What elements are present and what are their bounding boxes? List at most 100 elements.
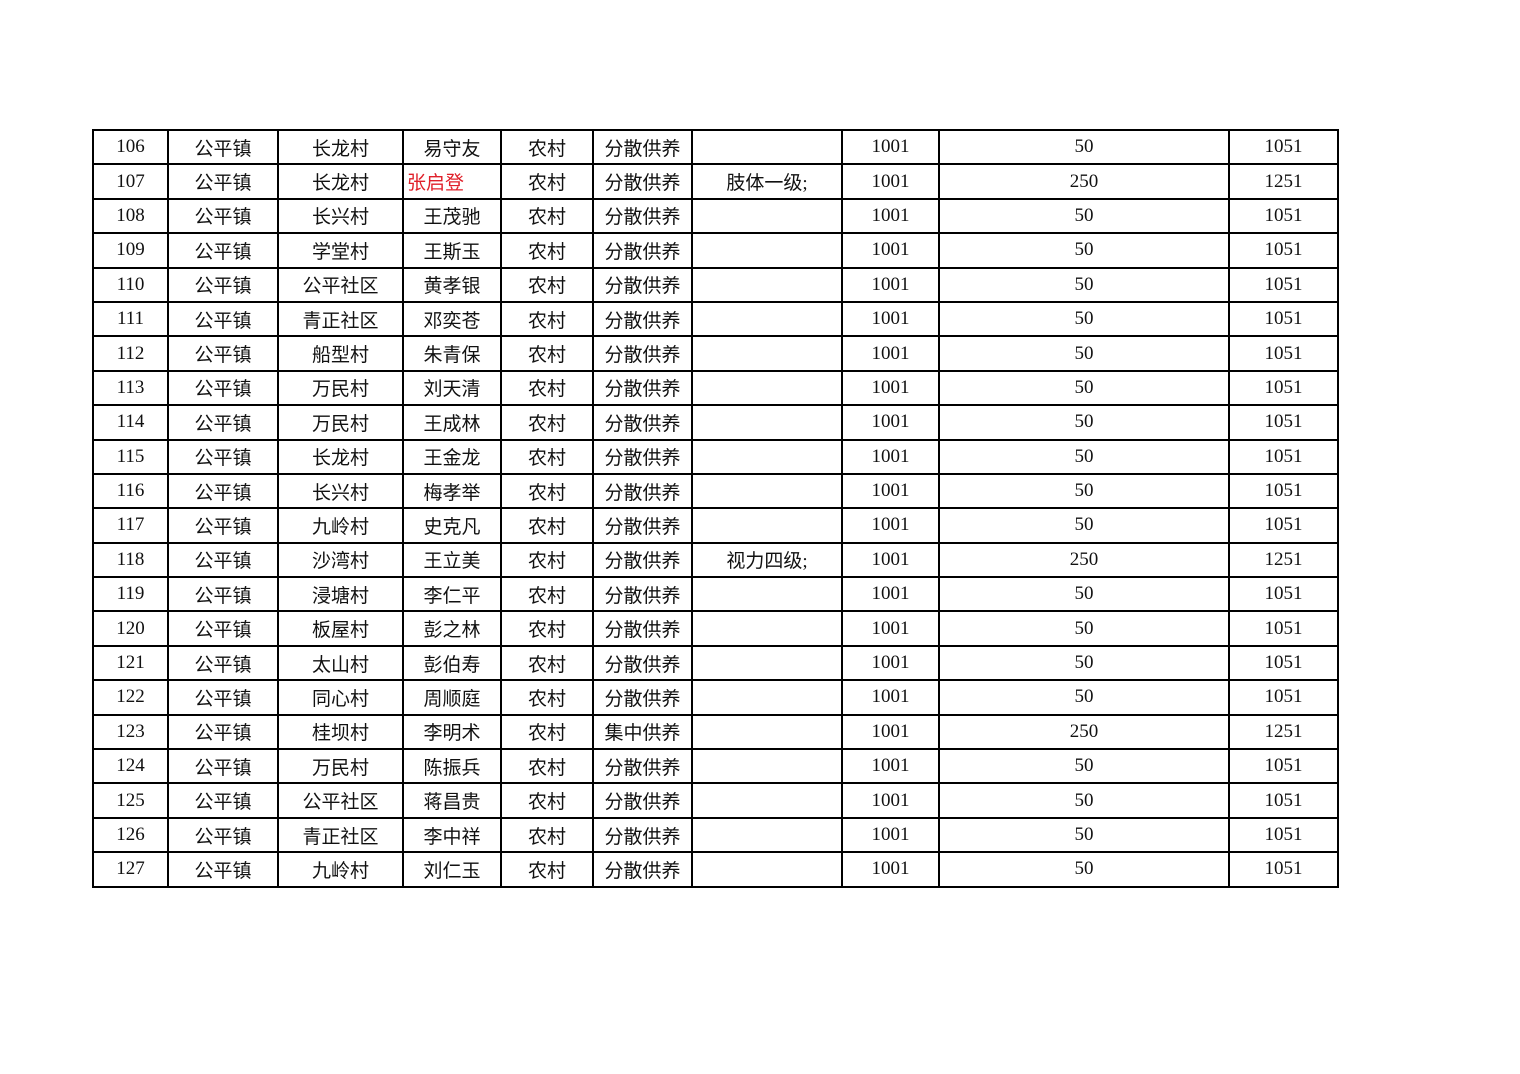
cell-town: 公平镇 [167, 472, 279, 510]
table-row: 106 公平镇 长龙村 易守友 农村 分散供养 1001 50 1051 [92, 128, 1339, 166]
table-row: 113 公平镇 万民村 刘天清 农村 分散供养 1001 50 1051 [92, 369, 1339, 407]
cell-name: 李明术 [402, 713, 502, 751]
cell-index: 118 [92, 541, 169, 579]
cell-total-amount: 1051 [1228, 576, 1339, 613]
cell-total-amount: 1051 [1228, 851, 1339, 888]
cell-name: 陈振兵 [402, 748, 502, 785]
cell-extra-amount: 50 [938, 748, 1230, 785]
cell-extra-amount: 50 [938, 507, 1230, 544]
cell-area-type: 农村 [500, 713, 594, 751]
cell-extra-amount: 50 [938, 679, 1230, 716]
cell-base-amount: 1001 [841, 782, 940, 819]
cell-support-type: 分散供养 [592, 300, 693, 338]
cell-disability [691, 851, 843, 888]
cell-total-amount: 1051 [1228, 472, 1339, 510]
cell-area-type: 农村 [500, 679, 594, 716]
cell-index: 119 [92, 576, 169, 613]
cell-index: 112 [92, 335, 169, 372]
cell-base-amount: 1001 [841, 713, 940, 751]
cell-name: 王茂驰 [402, 197, 502, 235]
cell-total-amount: 1051 [1228, 404, 1339, 441]
cell-name: 李仁平 [402, 576, 502, 613]
cell-village: 九岭村 [277, 507, 404, 544]
cell-base-amount: 1001 [841, 232, 940, 269]
cell-total-amount: 1051 [1228, 232, 1339, 269]
cell-disability [691, 748, 843, 785]
cell-name: 刘仁玉 [402, 851, 502, 888]
cell-support-type: 集中供养 [592, 713, 693, 751]
cell-support-type: 分散供养 [592, 369, 693, 407]
cell-base-amount: 1001 [841, 679, 940, 716]
cell-area-type: 农村 [500, 232, 594, 269]
cell-town: 公平镇 [167, 851, 279, 888]
cell-village: 船型村 [277, 335, 404, 372]
table-row: 109 公平镇 学堂村 王斯玉 农村 分散供养 1001 50 1051 [92, 232, 1339, 269]
cell-support-type: 分散供养 [592, 644, 693, 682]
cell-area-type: 农村 [500, 507, 594, 544]
cell-index: 115 [92, 438, 169, 475]
cell-disability [691, 610, 843, 647]
cell-area-type: 农村 [500, 438, 594, 475]
cell-town: 公平镇 [167, 369, 279, 407]
table-row: 123 公平镇 桂坝村 李明术 农村 集中供养 1001 250 1251 [92, 713, 1339, 751]
cell-village: 青正社区 [277, 300, 404, 338]
cell-extra-amount: 50 [938, 404, 1230, 441]
cell-town: 公平镇 [167, 748, 279, 785]
cell-village: 太山村 [277, 644, 404, 682]
cell-village: 万民村 [277, 748, 404, 785]
cell-area-type: 农村 [500, 782, 594, 819]
cell-total-amount: 1251 [1228, 163, 1339, 200]
cell-index: 127 [92, 851, 169, 888]
cell-base-amount: 1001 [841, 163, 940, 200]
cell-base-amount: 1001 [841, 541, 940, 579]
cell-total-amount: 1051 [1228, 816, 1339, 854]
cell-support-type: 分散供养 [592, 404, 693, 441]
cell-base-amount: 1001 [841, 128, 940, 166]
cell-area-type: 农村 [500, 197, 594, 235]
cell-name: 刘天清 [402, 369, 502, 407]
table-row: 121 公平镇 太山村 彭伯寿 农村 分散供养 1001 50 1051 [92, 644, 1339, 682]
cell-index: 110 [92, 266, 169, 303]
cell-name: 梅孝举 [402, 472, 502, 510]
cell-town: 公平镇 [167, 232, 279, 269]
cell-support-type: 分散供养 [592, 266, 693, 303]
cell-disability [691, 266, 843, 303]
cell-total-amount: 1251 [1228, 713, 1339, 751]
cell-disability [691, 679, 843, 716]
cell-name: 周顺庭 [402, 679, 502, 716]
cell-town: 公平镇 [167, 679, 279, 716]
cell-total-amount: 1051 [1228, 266, 1339, 303]
cell-index: 121 [92, 644, 169, 682]
cell-town: 公平镇 [167, 713, 279, 751]
cell-area-type: 农村 [500, 369, 594, 407]
cell-index: 122 [92, 679, 169, 716]
cell-base-amount: 1001 [841, 816, 940, 854]
cell-village: 长龙村 [277, 438, 404, 475]
cell-town: 公平镇 [167, 816, 279, 854]
cell-index: 120 [92, 610, 169, 647]
cell-extra-amount: 50 [938, 816, 1230, 854]
cell-support-type: 分散供养 [592, 163, 693, 200]
cell-base-amount: 1001 [841, 472, 940, 510]
cell-area-type: 农村 [500, 404, 594, 441]
cell-village: 长兴村 [277, 472, 404, 510]
cell-name: 王成林 [402, 404, 502, 441]
cell-extra-amount: 50 [938, 472, 1230, 510]
cell-index: 117 [92, 507, 169, 544]
table-row: 107 公平镇 长龙村 张启登 农村 分散供养 肢体一级; 1001 250 1251 [92, 163, 1339, 200]
table-row: 120 公平镇 板屋村 彭之林 农村 分散供养 1001 50 1051 [92, 610, 1339, 647]
cell-disability [691, 472, 843, 510]
cell-area-type: 农村 [500, 748, 594, 785]
cell-area-type: 农村 [500, 335, 594, 372]
cell-village: 桂坝村 [277, 713, 404, 751]
cell-index: 116 [92, 472, 169, 510]
cell-town: 公平镇 [167, 576, 279, 613]
cell-disability [691, 128, 843, 166]
cell-support-type: 分散供养 [592, 851, 693, 888]
cell-extra-amount: 50 [938, 128, 1230, 166]
cell-village: 公平社区 [277, 266, 404, 303]
table-row: 124 公平镇 万民村 陈振兵 农村 分散供养 1001 50 1051 [92, 748, 1339, 785]
cell-town: 公平镇 [167, 300, 279, 338]
cell-town: 公平镇 [167, 128, 279, 166]
table-row: 118 公平镇 沙湾村 王立美 农村 分散供养 视力四级; 1001 250 1251 [92, 541, 1339, 579]
